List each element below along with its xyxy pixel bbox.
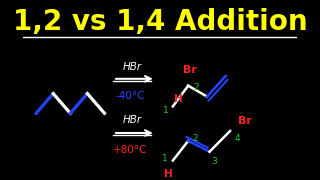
Text: 1,2 vs 1,4 Addition: 1,2 vs 1,4 Addition xyxy=(13,8,307,36)
Text: 3: 3 xyxy=(211,157,217,166)
Text: HBr: HBr xyxy=(123,115,142,125)
Text: HBr: HBr xyxy=(123,62,142,72)
Text: 1: 1 xyxy=(163,106,169,115)
Text: H: H xyxy=(173,94,182,105)
Text: 2: 2 xyxy=(192,134,198,143)
Text: 1: 1 xyxy=(162,154,168,163)
Text: Br: Br xyxy=(183,65,197,75)
Text: +80°C: +80°C xyxy=(113,145,147,155)
Text: 4: 4 xyxy=(234,134,240,143)
Text: 2: 2 xyxy=(193,83,199,92)
Text: -40°C: -40°C xyxy=(115,91,145,101)
Text: H: H xyxy=(164,169,173,179)
Text: Br: Br xyxy=(238,116,252,126)
